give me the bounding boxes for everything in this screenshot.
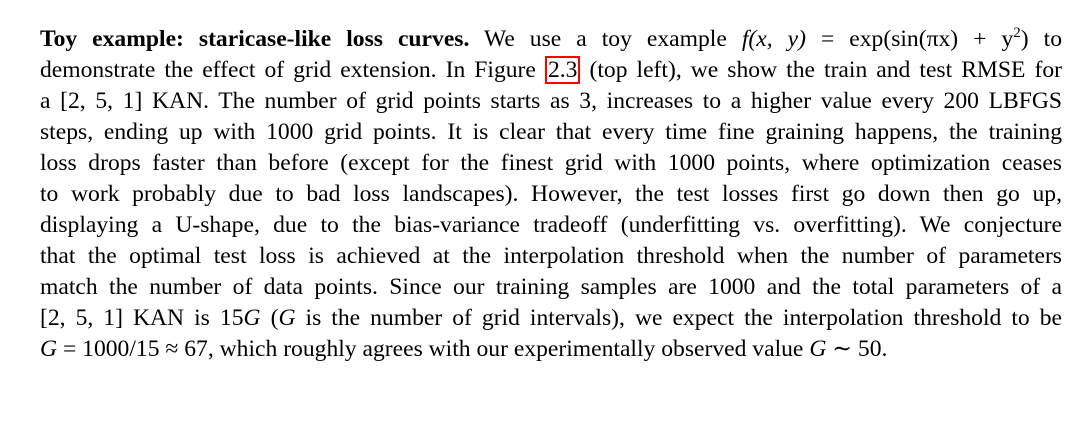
text-span: ( [270,305,279,331]
math-num: 15 [219,305,244,331]
text-span: KAN is [132,305,210,331]
paragraph: Toy example: staricase-like loss curves.… [40,24,1062,365]
text-line-2: demonstrate the effect of grid extension… [40,55,1062,86]
math-G: G [243,305,261,331]
math-f: f [741,26,749,52]
text-line-6: to work probably due to bad loss landsca… [40,181,1062,207]
math-shape: [2, 5, 1] [40,305,123,331]
math-close: ) [1020,26,1029,52]
math-G: G [278,305,296,331]
math-eq: = 1000/15 ≈ 67, [62,336,214,362]
math-G: G [809,336,827,362]
text-line-5: loss drops faster than before (except fo… [40,150,1062,176]
text-span: demonstrate the effect of grid extension… [40,57,536,83]
text-span: KAN. The number of grid points starts as… [152,88,1063,114]
paragraph-heading: Toy example: staricase-like loss curves. [40,26,470,52]
math-shape: [2, 5, 1] [60,88,143,114]
text-line-9: match the number of data points. Since o… [40,274,1062,300]
text-line-3: a [2, 5, 1] KAN. The number of grid poin… [40,86,1062,117]
text-line-1: Toy example: staricase-like loss curves.… [40,24,1062,55]
text-span: is the number of grid intervals), we exp… [305,305,1062,331]
text-line-10: [2, 5, 1] KAN is 15G (G is the number of… [40,303,1062,334]
text-span: to [1043,26,1062,52]
text-span: a [40,88,51,114]
figure-ref-link[interactable]: 2.3 [544,56,581,84]
text-line-11: G = 1000/15 ≈ 67, which roughly agrees w… [40,334,1062,365]
math-sup: 2 [1013,25,1021,42]
text-span: which roughly agrees with our experiment… [219,336,804,362]
math-sim: ∼ 50. [832,336,888,362]
text-line-8: that the optimal test loss is achieved a… [40,243,1062,269]
math-eq: = exp(sin(πx) + y [820,26,1014,52]
math-G: G [40,336,58,362]
math-args: (x, y) [748,26,806,52]
text-line-4: steps, ending up with 1000 grid points. … [40,119,1062,145]
text-span: (top left), we show the train and test R… [589,57,1062,83]
text-span: We use a toy example [483,26,727,52]
text-line-7: displaying a U-shape, due to the bias-va… [40,212,1062,238]
